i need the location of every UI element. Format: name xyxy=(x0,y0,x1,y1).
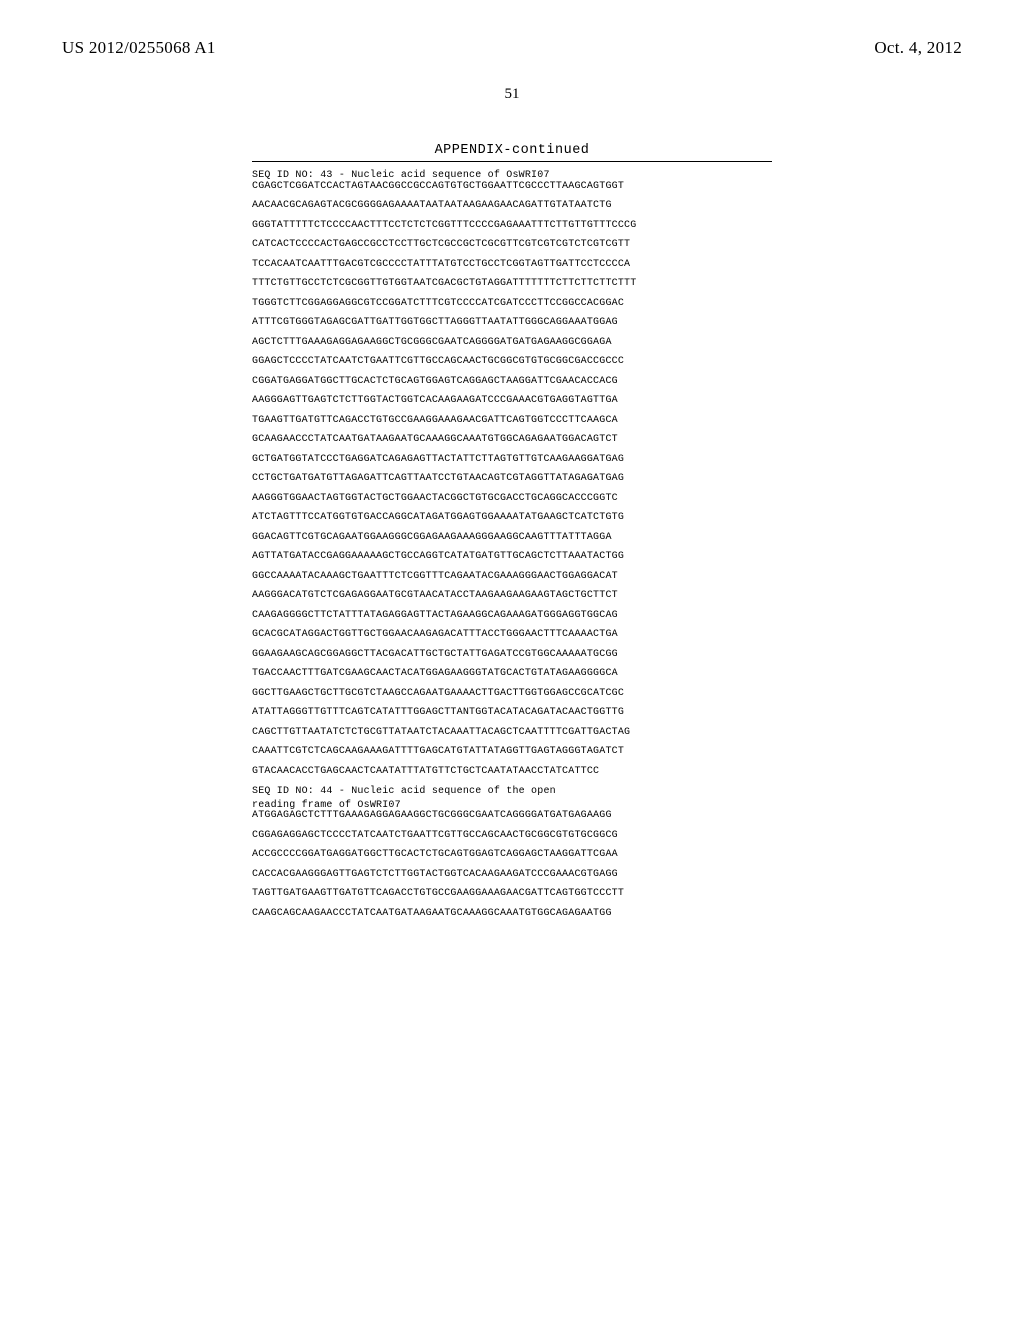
sequence-line: AGTTATGATACCGAGGAAAAAGCTGCCAGGTCATATGATG… xyxy=(252,552,772,563)
sequence-line: ATTTCGTGGGTAGAGCGATTGATTGGTGGCTTAGGGTTAA… xyxy=(252,318,772,329)
sequence-line: TGGGTCTTCGGAGGAGGCGTCCGGATCTTTCGTCCCCATC… xyxy=(252,299,772,310)
sequence-container: SEQ ID NO: 43 - Nucleic acid sequence of… xyxy=(252,170,772,919)
sequence-line: TTTCTGTTGCCTCTCGCGGTTGTGGTAATCGACGCTGTAG… xyxy=(252,279,772,290)
sequence-header: SEQ ID NO: 44 - Nucleic acid sequence of… xyxy=(252,786,772,798)
sequence-line: TGAAGTTGATGTTCAGACCTGTGCCGAAGGAAAGAACGAT… xyxy=(252,416,772,427)
sequence-line: GGAAGAAGCAGCGGAGGCTTACGACATTGCTGCTATTGAG… xyxy=(252,650,772,661)
sequence-line: CCTGCTGATGATGTTAGAGATTCAGTTAATCCTGTAACAG… xyxy=(252,474,772,485)
sequence-line: CGGATGAGGATGGCTTGCACTCTGCAGTGGAGTCAGGAGC… xyxy=(252,377,772,388)
sequence-line: GGAGCTCCCCTATCAATCTGAATTCGTTGCCAGCAACTGC… xyxy=(252,357,772,368)
sequence-line: CACCACGAAGGGAGTTGAGTCTCTTGGTACTGGTCACAAG… xyxy=(252,870,772,881)
sequence-line: GCTGATGGTATCCCTGAGGATCAGAGAGTTACTATTCTTA… xyxy=(252,455,772,466)
sequence-line: ATCTAGTTTCCATGGTGTGACCAGGCATAGATGGAGTGGA… xyxy=(252,513,772,524)
sequence-line: CATCACTCCCCACTGAGCCGCCTCCTTGCTCGCCGCTCGC… xyxy=(252,240,772,251)
sequence-line: CAAATTCGTCTCAGCAAGAAAGATTTTGAGCATGTATTAT… xyxy=(252,747,772,758)
appendix-title: APPENDIX-continued xyxy=(62,143,962,158)
sequence-line: AACAACGCAGAGTACGCGGGGAGAAAATAATAATAAGAAG… xyxy=(252,201,772,212)
sequence-line: GGACAGTTCGTGCAGAATGGAAGGGCGGAGAAGAAAGGGA… xyxy=(252,533,772,544)
sequence-line: ATATTAGGGTTGTTTCAGTCATATTTGGAGCTTANTGGTA… xyxy=(252,708,772,719)
sequence-line: CAGCTTGTTAATATCTCTGCGTTATAATCTACAAATTACA… xyxy=(252,728,772,739)
sequence-line: GCAAGAACCCTATCAATGATAAGAATGCAAAGGCAAATGT… xyxy=(252,435,772,446)
sequence-line: AAGGGTGGAACTAGTGGTACTGCTGGAACTACGGCTGTGC… xyxy=(252,494,772,505)
sequence-line: CGAGCTCGGATCCACTAGTAACGGCCGCCAGTGTGCTGGA… xyxy=(252,182,772,193)
sequence-line: AAGGGAGTTGAGTCTCTTGGTACTGGTCACAAGAAGATCC… xyxy=(252,396,772,407)
sequence-line: TCCACAATCAATTTGACGTCGCCCCTATTTATGTCCTGCC… xyxy=(252,260,772,271)
sequence-line: AAGGGACATGTCTCGAGAGGAATGCGTAACATACCTAAGA… xyxy=(252,591,772,602)
horizontal-rule xyxy=(252,161,772,162)
sequence-line: ACCGCCCCGGATGAGGATGGCTTGCACTCTGCAGTGGAGT… xyxy=(252,850,772,861)
sequence-line: AGCTCTTTGAAAGAGGAGAAGGCTGCGGGCGAATCAGGGG… xyxy=(252,338,772,349)
sequence-header: SEQ ID NO: 43 - Nucleic acid sequence of… xyxy=(252,170,772,182)
sequence-line: TGACCAACTTTGATCGAAGCAACTACATGGAGAAGGGTAT… xyxy=(252,669,772,680)
sequence-line: ATGGAGAGCTCTTTGAAAGAGGAGAAGGCTGCGGGCGAAT… xyxy=(252,811,772,822)
sequence-line: TAGTTGATGAAGTTGATGTTCAGACCTGTGCCGAAGGAAA… xyxy=(252,889,772,900)
sequence-line: GGCCAAAATACAAAGCTGAATTTCTCGGTTTCAGAATACG… xyxy=(252,572,772,583)
sequence-line: GGGTATTTTTCTCCCCAACTTTCCTCTCTCGGTTTCCCCG… xyxy=(252,221,772,232)
publication-date: Oct. 4, 2012 xyxy=(874,38,962,58)
page-number: 51 xyxy=(62,86,962,103)
sequence-line: GCACGCATAGGACTGGTTGCTGGAACAAGAGACATTTACC… xyxy=(252,630,772,641)
sequence-line: CAAGCAGCAAGAACCCTATCAATGATAAGAATGCAAAGGC… xyxy=(252,909,772,920)
sequence-line: CGGAGAGGAGCTCCCCTATCAATCTGAATTCGTTGCCAGC… xyxy=(252,831,772,842)
sequence-line: GTACAACACCTGAGCAACTCAATATTTATGTTCTGCTCAA… xyxy=(252,767,772,778)
sequence-line: CAAGAGGGGCTTCTATTTATAGAGGAGTTACTAGAAGGCA… xyxy=(252,611,772,622)
sequence-line: GGCTTGAAGCTGCTTGCGTCTAAGCCAGAATGAAAACTTG… xyxy=(252,689,772,700)
publication-number: US 2012/0255068 A1 xyxy=(62,38,216,58)
